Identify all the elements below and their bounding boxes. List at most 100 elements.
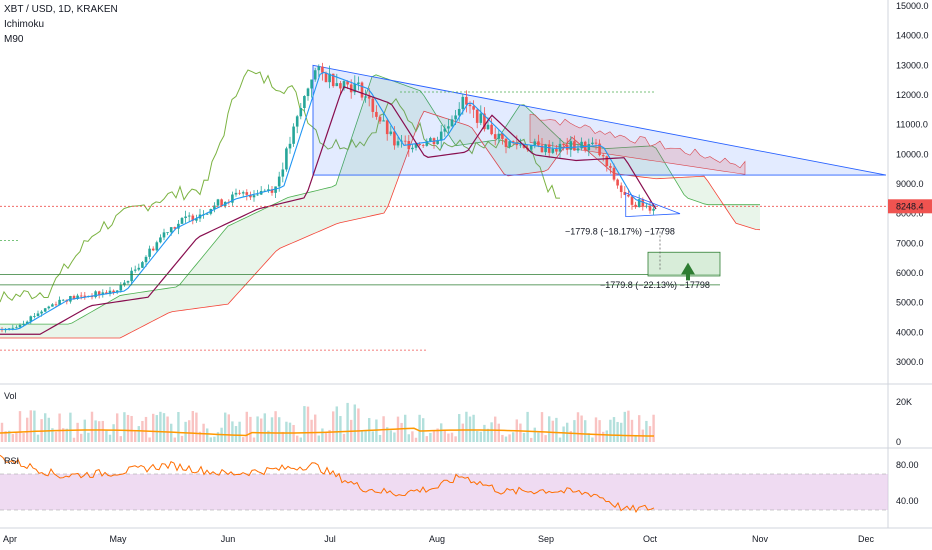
- volume-bar: [44, 413, 47, 442]
- volume-bar: [584, 420, 587, 442]
- candle-body: [461, 96, 465, 109]
- volume-bar: [364, 430, 367, 442]
- candle-body: [79, 295, 83, 297]
- candle-body: [137, 267, 141, 270]
- candle-body: [295, 116, 299, 127]
- volume-bar: [227, 414, 230, 442]
- volume-bar: [598, 420, 601, 442]
- rsi-pane-label: RSI: [4, 456, 20, 466]
- volume-bar: [234, 426, 238, 442]
- price-tick-label: 9000.0: [896, 179, 924, 189]
- candle-body: [277, 176, 281, 187]
- candle-body: [623, 192, 627, 195]
- candle-body: [101, 292, 105, 295]
- measure-label-2: −1779.8 (−22.13%) −17798: [600, 280, 710, 290]
- volume-bar: [461, 423, 464, 442]
- volume-bar: [22, 433, 25, 442]
- candle-body: [587, 144, 591, 151]
- candle-body: [317, 66, 321, 71]
- candle-body: [389, 131, 393, 135]
- candle-body: [439, 131, 443, 141]
- volume-bar: [544, 435, 547, 442]
- volume-bar: [638, 415, 641, 442]
- candle-body: [270, 189, 274, 193]
- volume-bar: [648, 426, 652, 442]
- candle-body: [555, 148, 558, 152]
- candle-body: [425, 141, 429, 146]
- volume-bar: [447, 433, 450, 442]
- volume-ma-line: [0, 427, 655, 437]
- candle-body: [97, 291, 101, 295]
- last-price-label: 8248.4: [896, 201, 924, 211]
- volume-bar: [440, 423, 443, 442]
- candle-body: [364, 96, 367, 98]
- volume-bar: [180, 435, 184, 442]
- volume-bar: [411, 431, 414, 442]
- candle-body: [245, 192, 249, 195]
- candle-body: [234, 192, 238, 195]
- candle-body: [353, 83, 357, 93]
- volume-bar: [623, 411, 626, 442]
- candle-body: [119, 285, 123, 291]
- volume-bar: [26, 417, 29, 442]
- candle-body: [411, 147, 414, 150]
- candle-body: [299, 108, 303, 117]
- volume-bar: [231, 421, 234, 442]
- candle-body: [205, 213, 209, 215]
- candle-body: [598, 143, 601, 156]
- volume-bar: [69, 412, 72, 442]
- candle-body: [472, 106, 475, 110]
- candle-body: [61, 299, 65, 301]
- candle-body: [58, 299, 61, 305]
- candle-body: [501, 133, 504, 139]
- candle-body: [241, 192, 245, 194]
- volume-bar: [360, 431, 364, 442]
- candle-body: [529, 145, 533, 150]
- rsi-line: [0, 454, 655, 513]
- candle-body: [306, 88, 310, 97]
- candle-body: [601, 155, 605, 157]
- volume-pane: [0, 402, 655, 442]
- volume-bar: [627, 410, 630, 442]
- volume-bar: [422, 418, 425, 442]
- time-tick-label: Jun: [221, 534, 236, 544]
- candle-body: [436, 140, 439, 145]
- candle-body: [450, 119, 454, 127]
- volume-bar: [54, 431, 58, 442]
- candle-body: [562, 143, 565, 145]
- volume-bar: [33, 410, 36, 442]
- volume-bar: [65, 428, 68, 442]
- indicator-ichimoku-label: Ichimoku: [4, 19, 45, 30]
- volume-bar: [335, 406, 338, 442]
- candle-body: [342, 81, 346, 89]
- volume-bar: [454, 436, 457, 442]
- volume-bar: [612, 417, 616, 442]
- volume-bar: [238, 421, 241, 442]
- candle-body: [349, 84, 353, 93]
- volume-bar: [328, 429, 331, 442]
- price-tick-label: 11000.0: [896, 120, 928, 130]
- candle-body: [371, 98, 375, 112]
- candle-body: [378, 116, 382, 122]
- volume-bar: [483, 424, 486, 442]
- price-tick-label: 7000.0: [896, 238, 924, 248]
- volume-bar: [126, 414, 130, 442]
- candle-body: [115, 290, 119, 293]
- candle-body: [519, 144, 522, 146]
- candle-body: [159, 237, 162, 243]
- volume-bar: [645, 420, 648, 442]
- chikou-span: [0, 69, 561, 303]
- candle-body: [609, 166, 612, 168]
- volume-tick-label: 20K: [896, 397, 912, 407]
- candle-body: [616, 179, 619, 186]
- candle-body: [281, 169, 285, 177]
- volume-bar: [321, 428, 324, 442]
- candle-body: [123, 282, 126, 286]
- volume-bar: [476, 431, 479, 442]
- candle-body: [184, 216, 187, 219]
- candle-body: [573, 141, 576, 151]
- candle-body: [105, 292, 108, 295]
- volume-bar: [436, 428, 439, 442]
- tenkan-line: [0, 71, 657, 330]
- volume-bar: [72, 437, 76, 442]
